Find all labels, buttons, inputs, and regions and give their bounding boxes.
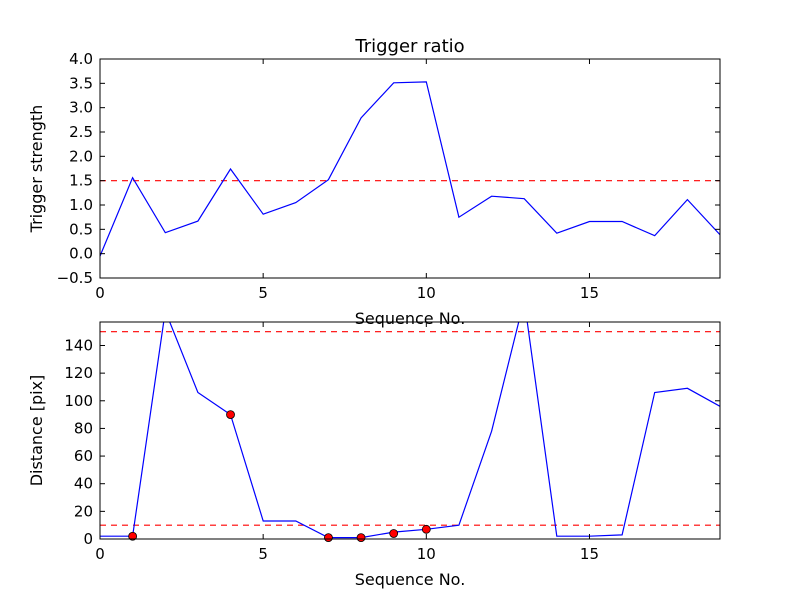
- x-tick-label: 5: [258, 545, 268, 563]
- x-tick-label: 10: [417, 545, 436, 563]
- data-point-marker: [128, 531, 138, 541]
- y-tick-label: 0.0: [69, 245, 93, 263]
- data-point-marker: [226, 410, 235, 420]
- data-point-marker: [324, 533, 333, 543]
- x-tick-label: 15: [580, 545, 599, 563]
- y-tick-label: 2.5: [69, 123, 93, 141]
- y-tick-label: −0.5: [57, 269, 93, 287]
- y-tick-label: 0.5: [69, 220, 93, 238]
- y-axis-label: Trigger strength: [27, 105, 46, 234]
- y-tick-label: 4.0: [69, 50, 93, 68]
- data-point-marker: [389, 529, 399, 538]
- plot-frame: [99, 321, 721, 540]
- y-tick-label: 0: [83, 530, 93, 548]
- x-axis-label: Sequence No.: [355, 309, 466, 328]
- plot-frame: [99, 58, 721, 279]
- y-axis-label: Distance [pix]: [27, 375, 46, 487]
- chart-title: Trigger ratio: [354, 36, 464, 57]
- y-tick-label: 120: [64, 364, 93, 382]
- plot-0: 0 5 10 15 −0.5 0.0 0.5 1.0 1.5 2.0 2.5 3.0 3.5 4.0 Tri…: [27, 36, 721, 328]
- y-tick-label: 20: [74, 502, 93, 520]
- x-tick-label: 15: [580, 284, 599, 302]
- y-tick-label: 60: [74, 447, 93, 465]
- series-line: [100, 322, 720, 539]
- y-tick-label: 80: [74, 419, 93, 437]
- data-point-marker: [421, 524, 431, 534]
- plot-1: 0 5 10 15 0 20 40 60 80 100 120 140 Sequence No. Dist…: [27, 321, 721, 589]
- plot-area: [100, 322, 720, 539]
- y-tick-label: 1.0: [69, 196, 93, 214]
- y-tick-label: 2.0: [69, 147, 93, 165]
- y-tick-label: 1.5: [69, 172, 93, 190]
- data-point-marker: [356, 533, 366, 543]
- x-tick-label: 10: [417, 284, 436, 302]
- y-tick-label: 100: [64, 392, 93, 410]
- y-tick-label: 3.0: [69, 99, 93, 117]
- x-axis-label: Sequence No.: [355, 570, 466, 589]
- x-tick-label: 0: [95, 545, 105, 563]
- x-tick-label: 5: [258, 284, 268, 302]
- plot-area: [100, 81, 720, 257]
- y-tick-label: 40: [74, 475, 93, 493]
- y-tick-label: 3.5: [69, 74, 93, 92]
- series-line: [100, 81, 720, 257]
- x-tick-label: 0: [95, 284, 105, 302]
- y-tick-label: 140: [64, 336, 93, 354]
